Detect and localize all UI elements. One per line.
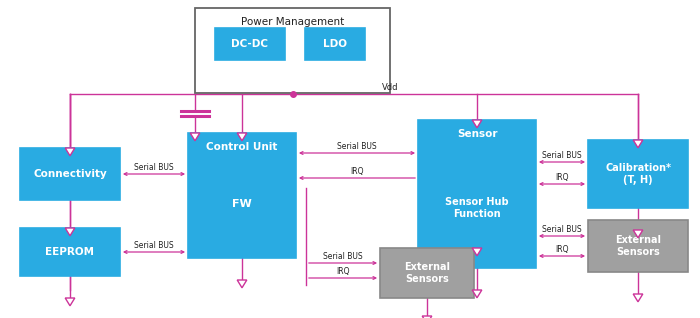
Text: Connectivity: Connectivity [33, 169, 107, 179]
Bar [305, 28, 365, 60]
Polygon shape [634, 140, 643, 148]
Polygon shape [65, 148, 75, 156]
Text: External
Sensors: External Sensors [404, 262, 450, 284]
Text: Serial BUS: Serial BUS [542, 225, 582, 234]
Bar [418, 120, 536, 268]
Bar [195, 8, 390, 93]
Bar [200, 175, 284, 233]
Polygon shape [237, 280, 247, 288]
Text: IRQ: IRQ [350, 167, 364, 176]
Polygon shape [190, 133, 199, 141]
Text: Sensor: Sensor [456, 129, 497, 139]
Text: Power Management: Power Management [241, 17, 344, 27]
Text: Serial BUS: Serial BUS [542, 151, 582, 160]
Text: Sensor Hub
Function: Sensor Hub Function [445, 197, 509, 219]
Bar [380, 248, 474, 298]
Polygon shape [473, 248, 482, 256]
Polygon shape [634, 294, 643, 302]
Polygon shape [422, 316, 432, 318]
Text: Serial BUS: Serial BUS [134, 241, 174, 250]
Text: IRQ: IRQ [555, 245, 568, 254]
Text: Control Unit: Control Unit [206, 142, 278, 152]
Polygon shape [634, 230, 643, 238]
Text: Calibration*
(T, H): Calibration* (T, H) [605, 163, 671, 185]
Text: Serial BUS: Serial BUS [134, 163, 174, 172]
Text: IRQ: IRQ [336, 267, 350, 276]
Bar [430, 168, 524, 248]
Text: External
Sensors: External Sensors [615, 235, 661, 257]
Text: EEPROM: EEPROM [46, 247, 94, 257]
Bar [20, 148, 120, 200]
Text: Vdd: Vdd [382, 83, 398, 92]
Bar [215, 28, 285, 60]
Bar [20, 228, 120, 276]
Polygon shape [65, 298, 75, 306]
Text: Serial BUS: Serial BUS [337, 142, 377, 151]
Bar [188, 133, 296, 258]
Text: Serial BUS: Serial BUS [323, 252, 363, 261]
Polygon shape [473, 120, 482, 128]
Text: LDO: LDO [323, 39, 347, 49]
Text: FW: FW [232, 199, 252, 209]
Polygon shape [473, 290, 482, 298]
Polygon shape [237, 133, 247, 141]
Polygon shape [65, 228, 75, 236]
Text: DC-DC: DC-DC [232, 39, 269, 49]
Text: IRQ: IRQ [555, 173, 568, 182]
Bar [588, 140, 688, 208]
Bar [588, 220, 688, 272]
